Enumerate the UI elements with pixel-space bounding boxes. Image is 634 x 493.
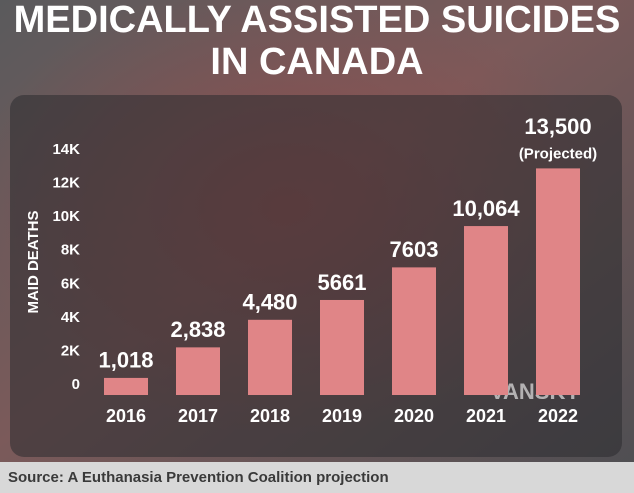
value-label: 5661 xyxy=(318,270,367,295)
bar xyxy=(176,347,220,395)
bar xyxy=(464,226,508,395)
bar xyxy=(320,299,364,395)
x-tick-label: 2020 xyxy=(394,406,434,426)
y-tick-label: 2K xyxy=(61,342,80,359)
annotation: (Projected) xyxy=(519,145,597,162)
y-axis-label: MAID DEATHS xyxy=(25,210,42,313)
y-tick-label: 12K xyxy=(52,175,80,192)
value-label: 10,064 xyxy=(452,196,520,221)
y-tick-label: 0 xyxy=(72,376,80,393)
x-tick-label: 2016 xyxy=(106,406,146,426)
source: Source: A Euthanasia Prevention Coalitio… xyxy=(8,469,389,486)
x-tick-label: 2017 xyxy=(178,406,218,426)
x-tick-label: 2019 xyxy=(322,406,362,426)
chart-title: IN CANADA xyxy=(210,41,423,83)
bar xyxy=(104,377,148,395)
x-tick-label: 2022 xyxy=(538,406,578,426)
x-tick-label: 2021 xyxy=(466,406,506,426)
bar xyxy=(248,319,292,395)
y-tick-label: 4K xyxy=(61,309,80,326)
bar xyxy=(392,267,436,395)
value-label: 2,838 xyxy=(170,317,225,342)
value-label: 13,500 xyxy=(524,114,591,139)
y-tick-label: 6K xyxy=(61,275,80,292)
x-tick-label: 2018 xyxy=(250,406,290,426)
value-label: 7603 xyxy=(390,237,439,262)
y-tick-label: 10K xyxy=(52,208,80,225)
value-label: 4,480 xyxy=(242,290,297,315)
y-tick-label: 14K xyxy=(52,141,80,158)
chart-title: MEDICALLY ASSISTED SUICIDES xyxy=(14,0,621,41)
source-strip xyxy=(0,462,634,493)
value-label: 1,018 xyxy=(98,348,153,373)
bar xyxy=(536,168,580,395)
y-tick-label: 8K xyxy=(61,242,80,259)
